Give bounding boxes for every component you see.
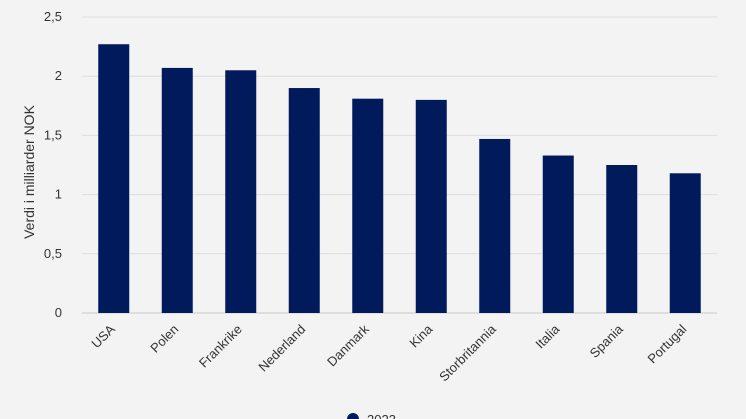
bar-storbritannia[interactable] (479, 138, 511, 313)
bar-italia[interactable] (542, 155, 574, 313)
bar-frankrike[interactable] (225, 70, 257, 313)
x-tick-label: Frankrike (196, 322, 245, 371)
x-axis-ticks: USA Polen Frankrike Nederland Danmark Kina Sto… (88, 321, 689, 384)
y-tick-label: 0 (55, 305, 62, 320)
x-tick-label: Portugal (645, 321, 690, 366)
y-tick-label: 1 (55, 187, 62, 202)
bars (98, 44, 701, 314)
bar-nederland[interactable] (288, 88, 320, 313)
x-tick-label: Danmark (324, 321, 372, 369)
x-tick-label: USA (88, 321, 118, 351)
y-tick-label: 2,5 (44, 9, 62, 24)
bar-portugal[interactable] (669, 173, 701, 313)
legend-label: 2023 (367, 412, 396, 419)
x-tick-label: Italia (532, 321, 563, 352)
x-tick-label: Kina (406, 321, 436, 351)
y-tick-label: 2 (55, 68, 62, 83)
x-tick-label: Storbritannia (436, 321, 499, 384)
y-tick-label: 0,5 (44, 246, 62, 261)
x-tick-label: Spania (587, 321, 627, 361)
bar-danmark[interactable] (352, 98, 384, 313)
legend-marker (347, 413, 359, 419)
bar-kina[interactable] (415, 99, 447, 313)
x-tick-label: Nederland (255, 322, 308, 375)
bar-usa[interactable] (98, 44, 130, 314)
bar-spania[interactable] (606, 165, 638, 313)
y-tick-label: 1,5 (44, 127, 62, 142)
y-axis-label: Verdi i milliarder NOK (21, 104, 37, 238)
legend[interactable]: 2023 (347, 412, 396, 419)
x-tick-label: Polen (147, 322, 181, 356)
y-axis-ticks: 0 0,5 1 1,5 2 2,5 (44, 9, 62, 320)
bar-polen[interactable] (161, 67, 193, 313)
